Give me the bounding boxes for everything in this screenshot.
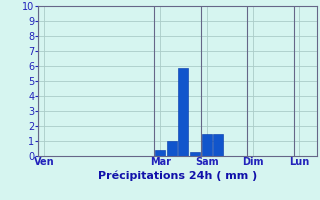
Bar [202,134,212,156]
Bar [167,141,177,156]
Bar [190,152,200,156]
Bar [213,134,223,156]
Bar [179,68,188,156]
Bar [155,150,165,156]
X-axis label: Précipitations 24h ( mm ): Précipitations 24h ( mm ) [98,170,257,181]
